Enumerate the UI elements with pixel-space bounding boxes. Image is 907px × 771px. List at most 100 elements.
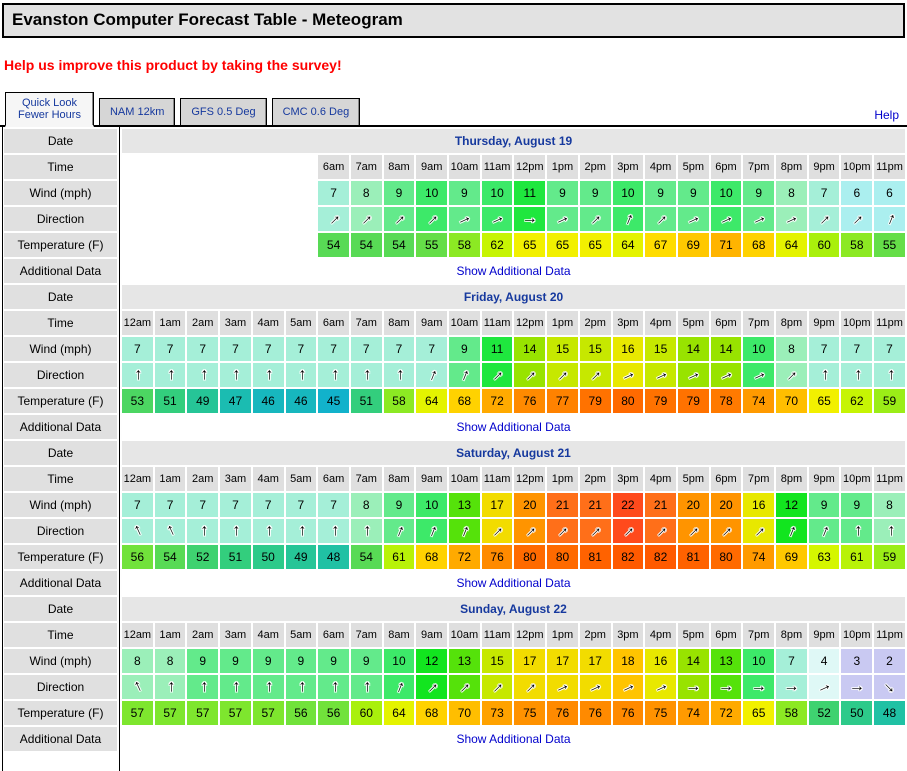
tab-nam-12km[interactable]: NAM 12km — [98, 98, 176, 125]
wind-arrow-n-icon: → — [259, 679, 277, 695]
time-cell: 10pm — [841, 311, 873, 335]
day-header: Friday, August 20 — [122, 285, 905, 309]
wind-cell: 15 — [579, 337, 611, 361]
row-label-direction: Direction — [4, 207, 117, 231]
show-additional-data-link[interactable]: Show Additional Data — [456, 420, 571, 434]
row-label-wind: Wind (mph) — [4, 337, 117, 361]
time-cell: 1am — [154, 311, 186, 335]
direction-cell: → — [449, 363, 480, 387]
wind-arrow-n-icon: → — [847, 523, 865, 539]
show-additional-data-link[interactable]: Show Additional Data — [456, 264, 571, 278]
direction-cell: → — [808, 519, 840, 543]
blank-cell — [155, 207, 186, 231]
direction-cell: → — [416, 363, 448, 387]
time-cell: 1am — [154, 623, 186, 647]
direction-cell: → — [874, 207, 905, 231]
time-cell: 1am — [154, 467, 186, 491]
direction-cell: → — [710, 519, 742, 543]
temperature-cell: 54 — [318, 233, 349, 257]
forecast-row: Wind (mph) 7 8 9 10 9 10 11 9 9 10 9 9 10 9 8 7 6 6 — [0, 181, 907, 205]
direction-cell: → — [220, 675, 251, 699]
tab-quick-look[interactable]: Quick Look Fewer Hours — [5, 92, 94, 127]
wind-arrow-n-icon: → — [193, 367, 211, 383]
forecast-row: Date Saturday, August 21 — [0, 441, 907, 465]
time-cell: 12pm — [514, 467, 546, 491]
forecast-row: Date Friday, August 20 — [0, 285, 907, 309]
time-cell: 5am — [285, 467, 317, 491]
wind-cell: 11 — [514, 181, 546, 205]
blank-cell — [155, 181, 186, 205]
row-label-temperature: Temperature (F) — [4, 545, 117, 569]
time-cell: 8pm — [776, 467, 807, 491]
row-data-area: → → → → → → → → → → → → → → → → → → → → → → → → — [122, 675, 905, 699]
wind-cell: 7 — [285, 493, 317, 517]
time-cell: 2pm — [579, 623, 611, 647]
wind-arrow-ene-icon: → — [649, 363, 672, 386]
temperature-cell: 70 — [449, 701, 480, 725]
show-additional-data-link[interactable]: Show Additional Data — [456, 732, 571, 746]
temperature-cell: 72 — [449, 545, 480, 569]
temperature-cell: 56 — [285, 701, 317, 725]
wind-arrow-ene-icon: → — [747, 207, 770, 230]
wind-cell: 7 — [841, 337, 873, 361]
forecast-row: Temperature (F) 53 51 49 47 46 46 45 51 58 64 68 72 7… — [0, 389, 907, 413]
time-cell: 9pm — [808, 155, 840, 179]
row-data-area: Show Additional Data — [122, 571, 905, 595]
direction-cell: → — [710, 363, 742, 387]
wind-cell: 7 — [154, 493, 186, 517]
wind-arrow-ne-icon: → — [550, 362, 574, 387]
wind-cell: 16 — [743, 493, 775, 517]
tab-quick-look-line1: Quick Look — [21, 97, 77, 109]
wind-cell: 9 — [449, 337, 480, 361]
temperature-cell: 48 — [318, 545, 349, 569]
wind-cell: 6 — [874, 181, 905, 205]
wind-cell: 9 — [187, 649, 219, 673]
direction-cell: → — [318, 519, 349, 543]
row-data-area: 12am 1am 2am 3am 4am 5am 6am 7am 8am 9am 10am 11am 1… — [122, 311, 905, 335]
temperature-cell: 69 — [677, 233, 709, 257]
wind-arrow-e-icon: → — [685, 678, 702, 695]
row-label-date: Date — [4, 129, 117, 153]
direction-cell: → — [318, 363, 349, 387]
wind-cell: 7 — [187, 493, 219, 517]
time-cell: 4pm — [645, 623, 676, 647]
row-data-area: Saturday, August 21 — [122, 441, 905, 465]
wind-cell: 3 — [841, 649, 873, 673]
wind-cell: 8 — [776, 337, 807, 361]
row-data-area: 56 54 52 51 50 49 48 54 61 68 72 76 80 80 81 82 82 81 80 74… — [122, 545, 905, 569]
direction-cell: → — [481, 207, 513, 231]
wind-arrow-ne-icon: → — [419, 674, 443, 699]
wind-arrow-ene-icon: → — [584, 675, 606, 698]
time-cell: 1pm — [547, 311, 578, 335]
direction-cell: → — [350, 363, 382, 387]
row-label-date: Date — [4, 597, 117, 621]
wind-cell: 21 — [579, 493, 611, 517]
wind-cell: 10 — [743, 337, 775, 361]
time-cell: 10am — [449, 467, 480, 491]
row-data-area: 12am 1am 2am 3am 4am 5am 6am 7am 8am 9am 10am 11am 1… — [122, 623, 905, 647]
time-cell: 2pm — [579, 311, 611, 335]
wind-cell: 15 — [645, 337, 676, 361]
row-data-area: 7 8 9 10 9 10 11 9 9 10 9 9 10 9 8 7 6 6 — [122, 181, 905, 205]
wind-cell: 14 — [514, 337, 546, 361]
wind-arrow-e-icon: → — [783, 678, 800, 695]
tab-cmc-06deg[interactable]: CMC 0.6 Deg — [271, 98, 361, 125]
time-cell: 11pm — [874, 467, 905, 491]
wind-arrow-n-icon: → — [291, 367, 309, 383]
time-cell: 7am — [350, 623, 382, 647]
wind-arrow-ene-icon: → — [682, 363, 704, 386]
temperature-cell: 57 — [252, 701, 284, 725]
wind-arrow-nne-icon: → — [878, 208, 900, 230]
blank-cell — [253, 233, 284, 257]
direction-cell: → — [579, 675, 611, 699]
temperature-cell: 74 — [677, 701, 709, 725]
survey-link[interactable]: Help us improve this product by taking t… — [4, 57, 342, 73]
show-additional-data-link[interactable]: Show Additional Data — [456, 576, 571, 590]
time-cell: 9pm — [808, 467, 840, 491]
temperature-cell: 48 — [874, 701, 905, 725]
wind-arrow-ene-icon: → — [714, 363, 737, 386]
tab-gfs-05deg[interactable]: GFS 0.5 Deg — [180, 98, 267, 125]
help-link[interactable]: Help — [874, 108, 899, 122]
temperature-cell: 55 — [416, 233, 448, 257]
wind-arrow-ene-icon: → — [453, 207, 476, 230]
